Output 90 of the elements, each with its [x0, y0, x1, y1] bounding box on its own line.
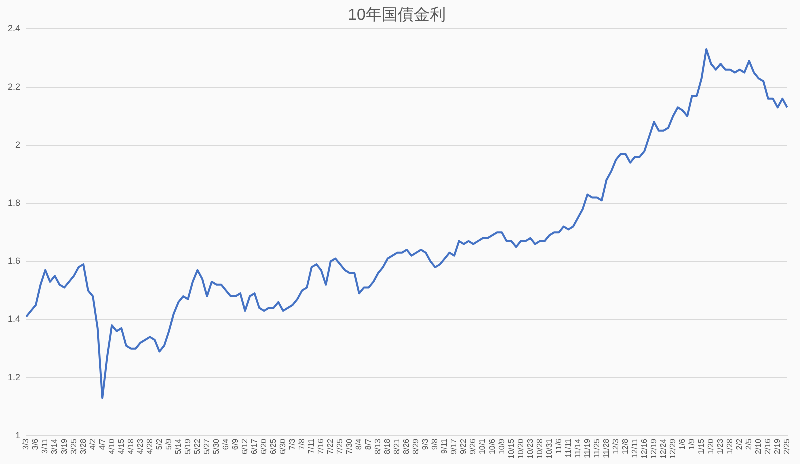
x-tick-label: 5/2	[154, 438, 164, 450]
x-tick-label: 10/15	[506, 438, 516, 460]
x-tick-label: 7/16	[316, 438, 326, 455]
x-tick-label: 6/12	[240, 438, 250, 455]
x-tick-label: 4/28	[145, 438, 154, 455]
x-tick-label: 10/31	[544, 438, 554, 460]
chart-title: 10年国債金利	[348, 6, 446, 24]
y-tick-label: 1.6	[8, 256, 21, 266]
x-tick-label: 9/17	[450, 438, 459, 455]
x-tick-label: 4/18	[126, 438, 136, 455]
x-tick-label: 5/30	[212, 438, 221, 455]
x-tick-label: 2/16	[764, 438, 773, 455]
x-tick-label: 7/3	[288, 438, 298, 450]
x-tick-label: 8/26	[402, 438, 412, 455]
x-tick-label: 2/2	[735, 438, 744, 450]
x-tick-label: 12/19	[649, 438, 658, 460]
x-tick-label: 8/13	[374, 438, 383, 455]
x-tick-label: 8/18	[383, 438, 392, 455]
y-tick-label: 1.4	[8, 314, 21, 324]
x-tick-label: 3/3	[22, 438, 31, 450]
x-tick-label: 7/11	[307, 438, 316, 454]
y-tick-label: 2.2	[8, 82, 21, 92]
x-tick-label: 2/10	[754, 438, 764, 455]
x-tick-label: 4/15	[116, 438, 126, 455]
x-tick-label: 4/23	[136, 438, 145, 455]
x-tick-label: 7/25	[336, 438, 345, 455]
x-tick-label: 9/22	[459, 438, 468, 455]
x-tick-label: 4/10	[107, 438, 116, 455]
x-tick-label: 1/20	[706, 438, 716, 455]
x-tick-label: 8/4	[354, 438, 364, 450]
x-tick-label: 6/30	[278, 438, 288, 455]
x-tick-label: 12/3	[611, 438, 620, 455]
x-tick-label: 9/11	[440, 438, 450, 454]
x-tick-label: 8/7	[364, 438, 374, 450]
x-tick-label: 1/15	[697, 438, 706, 455]
x-tick-label: 1/28	[726, 438, 735, 455]
y-tick-label: 2.4	[8, 24, 21, 34]
x-tick-label: 9/3	[421, 438, 430, 450]
x-tick-label: 1/23	[716, 438, 726, 455]
x-tick-label: 5/22	[192, 438, 202, 455]
x-tick-label: 10/20	[516, 438, 526, 460]
x-tick-label: 8/21	[392, 438, 402, 455]
x-tick-label: 11/11	[564, 438, 573, 458]
x-tick-label: 6/25	[269, 438, 278, 455]
x-tick-label: 2/19	[773, 438, 782, 455]
x-tick-label: 12/29	[668, 438, 678, 460]
x-tick-label: 3/6	[31, 438, 40, 450]
x-tick-label: 12/16	[640, 438, 649, 460]
x-tick-label: 3/11	[40, 438, 50, 454]
x-tick-label: 9/26	[468, 438, 478, 455]
x-tick-label: 9/8	[430, 438, 440, 450]
y-tick-label: 1.2	[8, 372, 21, 382]
y-tick-label: 2	[15, 140, 21, 150]
x-tick-label: 6/17	[250, 438, 259, 455]
x-tick-label: 5/27	[202, 438, 212, 455]
x-tick-label: 6/20	[259, 438, 268, 455]
y-tick-label: 1	[15, 430, 21, 440]
x-tick-label: 10/6	[488, 438, 497, 455]
x-tick-label: 8/29	[412, 438, 421, 455]
x-tick-label: 2/5	[744, 438, 754, 450]
x-tick-label: 5/14	[174, 438, 183, 455]
x-tick-label: 10/28	[535, 438, 544, 460]
x-tick-label: 10/23	[526, 438, 535, 460]
y-tick-label: 1.8	[8, 198, 21, 208]
x-tick-label: 1/6	[678, 438, 687, 450]
x-tick-label: 5/19	[183, 438, 192, 455]
x-tick-label: 12/24	[658, 438, 668, 460]
x-tick-label: 6/4	[221, 438, 230, 450]
x-tick-label: 4/2	[88, 438, 98, 450]
x-tick-label: 7/8	[298, 438, 307, 450]
x-tick-label: 3/14	[50, 438, 60, 455]
x-tick-label: 11/19	[582, 438, 592, 458]
x-tick-label: 6/9	[230, 438, 240, 450]
x-tick-label: 5/9	[164, 438, 174, 450]
x-tick-label: 4/7	[98, 438, 107, 450]
x-tick-label: 3/19	[60, 438, 69, 455]
x-tick-label: 10/1	[478, 438, 488, 455]
x-tick-label: 7/22	[326, 438, 336, 455]
x-tick-label: 11/28	[602, 438, 611, 458]
x-tick-label: 11/25	[592, 438, 602, 458]
x-tick-label: 12/8	[620, 438, 630, 455]
x-tick-label: 7/30	[345, 438, 354, 455]
x-tick-label: 12/11	[630, 438, 640, 458]
x-tick-label: 11/6	[554, 438, 564, 454]
x-tick-label: 11/14	[573, 438, 582, 458]
x-tick-label: 3/28	[78, 438, 88, 455]
x-tick-label: 1/9	[687, 438, 696, 450]
x-tick-label: 3/25	[69, 438, 78, 455]
x-tick-label: 2/25	[782, 438, 792, 455]
x-tick-label: 10/9	[497, 438, 506, 455]
